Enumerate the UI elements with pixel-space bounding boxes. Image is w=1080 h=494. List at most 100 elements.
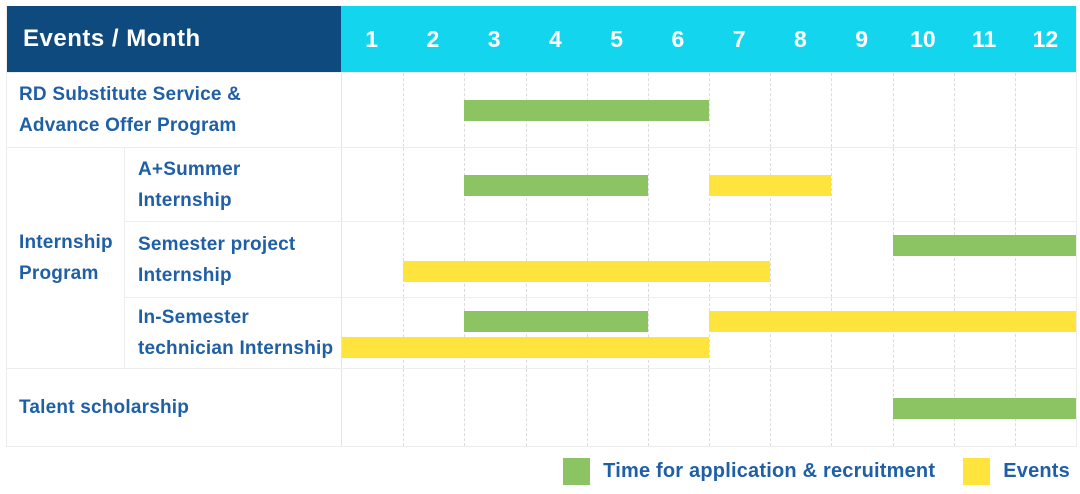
label-line: Advance Offer Program <box>19 115 237 136</box>
month-gridline <box>1014 222 1016 297</box>
month-gridline <box>403 369 405 446</box>
month-gridline <box>403 222 405 297</box>
green-bar <box>892 235 1076 256</box>
month-header-cell: 6 <box>671 25 685 52</box>
row-label-talent-scholarship: Talent scholarship <box>7 369 341 446</box>
month-header-cell: 11 <box>971 25 997 52</box>
legend-item-events: Events <box>963 458 1070 485</box>
label-line: Talent scholarship <box>19 397 190 418</box>
month-gridline <box>709 369 710 446</box>
yellow-bar <box>342 337 709 358</box>
label-line: RD Substitute Service & <box>19 84 242 105</box>
row-label-rd-substitute: RD Substitute Service & Advance Offer Pr… <box>7 73 341 147</box>
green-bar <box>892 397 1076 419</box>
chart-cell-a-summer <box>341 148 1076 221</box>
chart-cell-in-semester <box>341 298 1076 368</box>
green-bar <box>464 311 648 332</box>
month-gridline <box>831 369 833 446</box>
internship-program-subrows: A+Summer Internship Semester project Int… <box>125 148 1076 368</box>
month-gridline <box>586 369 588 446</box>
month-header-cell: 7 <box>732 25 746 52</box>
month-gridline <box>647 298 649 368</box>
green-bar <box>464 174 648 196</box>
month-gridline <box>831 298 833 368</box>
month-gridline <box>709 73 710 147</box>
month-gridline <box>647 369 649 446</box>
month-header-cell: 5 <box>610 25 624 52</box>
label-line: Internship <box>138 189 232 211</box>
yellow-bar <box>403 261 771 282</box>
month-header-cell: 2 <box>426 25 440 52</box>
legend-item-application-recruitment: Time for application & recruitment <box>563 458 935 485</box>
month-gridline <box>953 73 955 147</box>
month-header-cell: 9 <box>855 25 869 52</box>
yellow-bar <box>709 311 1076 332</box>
month-gridline <box>770 369 772 446</box>
month-gridline <box>403 148 405 221</box>
month-header-cell: 10 <box>910 25 936 52</box>
month-gridline <box>831 148 833 221</box>
label-line: technician Internship <box>138 338 334 359</box>
month-header-cell: 12 <box>1032 25 1059 52</box>
row-group-internship-program: Internship Program A+Summer Internship S… <box>7 147 1076 368</box>
month-gridline <box>1014 73 1016 147</box>
row-semester-project-internship: Semester project Internship <box>125 221 1076 297</box>
legend: Time for application & recruitment Event… <box>563 458 1070 485</box>
row-label-semester-project: Semester project Internship <box>125 222 341 297</box>
label-line: Internship <box>138 264 232 286</box>
label-line: In-Semester <box>138 307 249 328</box>
month-gridline <box>586 298 588 368</box>
month-gridline <box>1014 148 1016 221</box>
green-swatch-icon <box>563 458 591 485</box>
month-gridline <box>831 222 833 297</box>
table-header-row: Events / Month 1 2 3 4 5 6 7 8 9 10 11 12 <box>7 6 1076 72</box>
month-gridline <box>1014 298 1016 368</box>
month-gridline <box>586 222 588 297</box>
month-gridline <box>525 298 527 368</box>
month-gridline <box>892 73 894 147</box>
row-rd-substitute: RD Substitute Service & Advance Offer Pr… <box>7 72 1076 147</box>
month-gridline <box>953 148 955 221</box>
month-header-cell: 8 <box>793 25 807 52</box>
month-gridline <box>831 73 833 147</box>
label-line: Semester project <box>138 233 296 255</box>
row-in-semester-technician-internship: In-Semester technician Internship <box>125 297 1076 368</box>
yellow-bar <box>709 174 832 196</box>
month-header-cell: 4 <box>548 25 562 52</box>
month-gridline <box>403 73 405 147</box>
month-header-strip: 1 2 3 4 5 6 7 8 9 10 11 12 <box>341 6 1076 72</box>
month-gridline <box>892 148 894 221</box>
chart-cell-rd-substitute <box>341 73 1076 147</box>
row-label-a-summer: A+Summer Internship <box>125 148 341 221</box>
green-bar <box>464 100 709 121</box>
label-line: A+Summer <box>138 158 241 180</box>
label-line: Program <box>19 263 99 284</box>
events-month-header: Events / Month <box>7 6 341 72</box>
month-gridline <box>464 369 466 446</box>
row-label-in-semester: In-Semester technician Internship <box>125 298 341 368</box>
row-talent-scholarship: Talent scholarship <box>7 368 1076 446</box>
month-gridline <box>464 298 466 368</box>
month-gridline <box>770 222 772 297</box>
month-gridline <box>525 369 527 446</box>
row-a-summer-internship: A+Summer Internship <box>125 148 1076 221</box>
month-gridline <box>403 298 405 368</box>
month-gridline <box>953 298 955 368</box>
group-label-internship-program: Internship Program <box>7 148 125 368</box>
legend-label: Time for application & recruitment <box>603 460 936 482</box>
month-gridline <box>709 298 710 368</box>
label-line: Internship <box>19 232 113 253</box>
month-gridline <box>647 222 649 297</box>
month-gridline <box>892 298 894 368</box>
month-gridline <box>464 222 466 297</box>
month-gridline <box>709 222 710 297</box>
month-header-cell: 1 <box>365 25 379 52</box>
gantt-table: Events / Month 1 2 3 4 5 6 7 8 9 10 11 12 RD Substi… <box>6 6 1077 447</box>
month-header-cell: 3 <box>487 25 501 52</box>
yellow-swatch-icon <box>963 458 991 485</box>
chart-cell-talent-scholarship <box>341 369 1076 446</box>
month-gridline <box>647 148 649 221</box>
month-gridline <box>892 222 894 297</box>
month-gridline <box>770 298 772 368</box>
